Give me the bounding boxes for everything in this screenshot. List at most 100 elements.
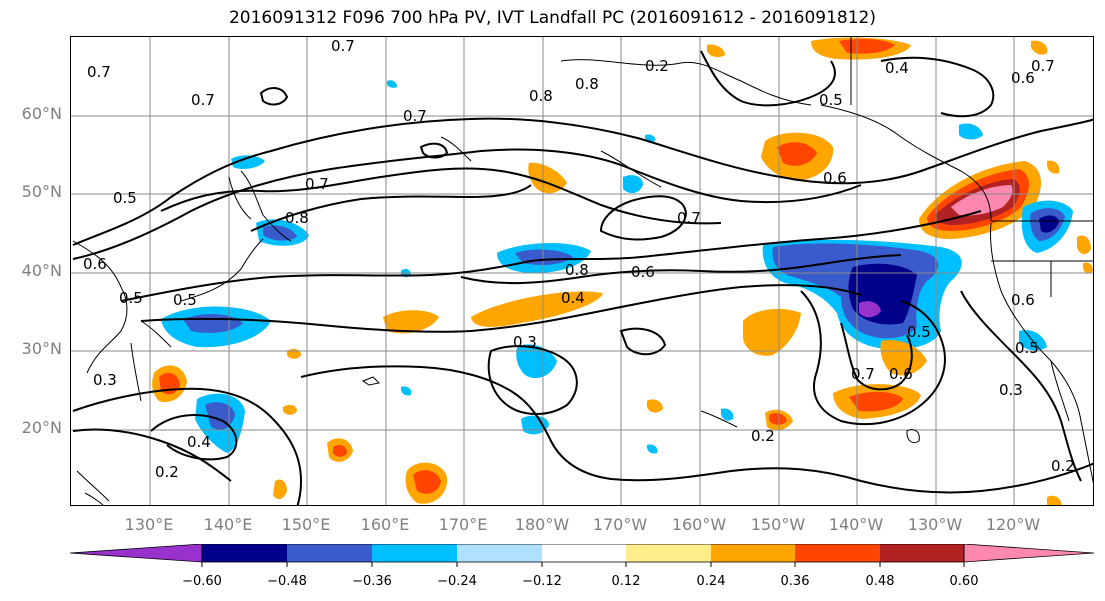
pv-contour — [140, 284, 862, 333]
coastline — [130, 320, 172, 402]
lon-label-150w: 150°W — [750, 515, 806, 534]
map-panel: 0.7 0.7 0.7 0.8 0.8 0.5 0.4 0.6 0.7 0.7 … — [70, 36, 1094, 506]
coastline — [228, 170, 292, 242]
colorbar-tick-label: −0.12 — [522, 574, 562, 589]
contour-label: 0.6 — [631, 263, 655, 281]
colorbar-segment — [372, 544, 457, 562]
coastline — [560, 59, 812, 106]
pv-anomaly-blob — [951, 185, 1013, 216]
lon-label-170e: 170°E — [438, 515, 488, 534]
colorbar-segment — [880, 544, 964, 562]
colorbar-segment — [287, 544, 372, 562]
pv-contour — [487, 345, 578, 415]
coastline — [820, 104, 992, 222]
pv-contour — [880, 56, 995, 118]
contour-label: 0.5 — [1015, 339, 1039, 357]
pv-contour — [259, 87, 289, 106]
contour-label: 0.5 — [907, 323, 931, 341]
colorbar-tick-label: 0.48 — [865, 574, 895, 589]
pv-contour — [72, 428, 232, 482]
contour-label: 0.5 — [113, 189, 137, 207]
pv-anomaly-blob — [401, 386, 412, 396]
grid-layer — [71, 37, 1093, 505]
lon-label-160w: 160°W — [671, 515, 727, 534]
colorbar-ticks — [201, 562, 965, 567]
contour-label: 0.4 — [187, 433, 211, 451]
pv-contour — [300, 365, 1093, 494]
coastline-layer — [72, 37, 1093, 505]
pv-contour — [460, 254, 902, 285]
lon-label-130e: 130°E — [124, 515, 174, 534]
lon-label-150e: 150°E — [281, 515, 331, 534]
lat-label-20n: 20°N — [21, 418, 62, 437]
lon-label-140w: 140°W — [828, 515, 884, 534]
pv-anomaly-blob — [645, 134, 656, 142]
colorbar-extend-high — [963, 544, 1094, 563]
pv-contour — [419, 142, 449, 159]
colorbar-segment — [202, 544, 287, 562]
pv-contour — [250, 184, 532, 232]
pv-contour — [840, 322, 913, 391]
contour-label: 0.7 — [1031, 57, 1055, 75]
pv-anomaly-blob — [647, 444, 658, 454]
contour-label: 0.4 — [561, 289, 585, 307]
pv-anomaly-blob — [859, 301, 881, 318]
colorbar-tick-label: 0.12 — [611, 574, 641, 589]
pv-contour — [120, 210, 982, 302]
lon-label-170w: 170°W — [592, 515, 648, 534]
island — [361, 376, 381, 386]
contour-label: 0.8 — [575, 75, 599, 93]
pv-anomaly-blob — [413, 470, 441, 494]
lon-label-160e: 160°E — [360, 515, 410, 534]
colorbar-tick-label: 0.24 — [696, 574, 726, 589]
pv-anomaly-blob — [333, 445, 347, 457]
pv-anomaly-blob — [849, 391, 903, 412]
pv-contour — [72, 387, 303, 505]
colorbar-tick-label: 0.36 — [780, 574, 810, 589]
contour-label: 0.3 — [93, 371, 117, 389]
pv-anomaly-blob — [383, 310, 439, 334]
colorbar-tick-label: −0.36 — [352, 574, 392, 589]
contour-label: 0.6 — [83, 255, 107, 273]
colorbar-tick-label: 0.60 — [949, 574, 979, 589]
pv-anomaly-blob — [287, 348, 301, 359]
map-title: 2016091312 F096 700 hPa PV, IVT Landfall… — [228, 8, 876, 28]
pv-anomaly-blob — [839, 38, 895, 54]
contour-label: 0.7 — [191, 91, 215, 109]
pv-anomaly-blob — [959, 123, 983, 140]
pv-anomaly-blob — [1047, 160, 1060, 174]
contour-label: 0.7 — [403, 107, 427, 125]
pv-contour — [72, 117, 1093, 246]
contour-label: 0.6 — [1011, 69, 1035, 87]
pv-contour — [800, 290, 946, 426]
contour-label-layer: 0.7 0.7 0.7 0.8 0.8 0.5 0.4 0.6 0.7 0.7 … — [83, 37, 1075, 481]
colorbar — [70, 544, 1094, 567]
contour-layer — [72, 50, 1093, 505]
pv-anomaly-blob — [387, 80, 397, 88]
pv-anomaly-blob — [283, 404, 297, 415]
colorbar-segment — [795, 544, 880, 562]
contour-label: 0.2 — [1051, 457, 1075, 475]
pv-anomaly-blob — [471, 291, 603, 327]
pv-anomaly-blob — [743, 308, 801, 356]
pv-anomaly-blob — [231, 155, 265, 169]
contour-label: 0.3 — [513, 333, 537, 351]
contour-label: 0.3 — [999, 381, 1023, 399]
contour-label: 0.8 — [529, 87, 553, 105]
lon-label-130w: 130°W — [907, 515, 963, 534]
contour-label: 0.2 — [645, 57, 669, 75]
colorbar-segment — [457, 544, 542, 562]
pv-contour — [160, 167, 722, 225]
coastline — [990, 222, 1093, 484]
contour-label: 0.7 — [87, 63, 111, 81]
contour-label: 0.6 — [823, 169, 847, 187]
colorbar-tick-label: −0.60 — [182, 574, 222, 589]
pv-anomaly-blob — [273, 479, 287, 500]
pv-anomaly-blob — [1039, 215, 1059, 233]
pv-anomaly-blob — [880, 340, 927, 376]
state-border — [850, 37, 1093, 297]
pv-contour — [619, 327, 667, 356]
lat-label-30n: 30°N — [21, 339, 62, 358]
contour-label: 0.6 — [889, 365, 913, 383]
pv-anomaly-blob — [769, 413, 787, 425]
